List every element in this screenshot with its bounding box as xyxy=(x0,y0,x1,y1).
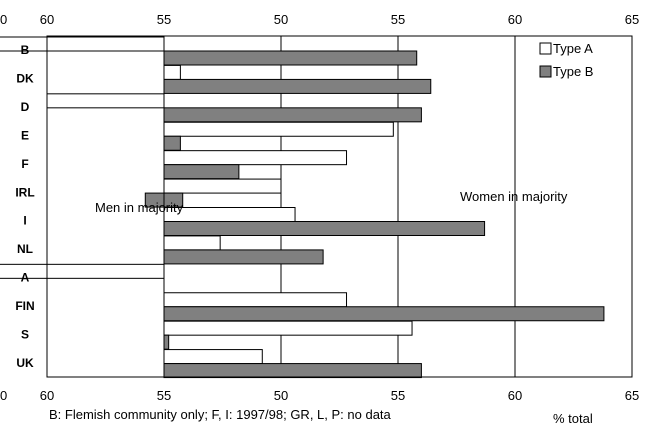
bar-type-a xyxy=(163,150,348,166)
bar-type-b xyxy=(163,50,418,66)
bottom-tick-label: 60 xyxy=(508,388,522,403)
axis-unit-label: % total xyxy=(553,411,593,425)
category-label: A xyxy=(21,271,30,285)
bar-type-b xyxy=(163,334,170,350)
category-label: S xyxy=(21,327,29,341)
bottom-axis-labels: 60 55 50 55 60 65 70 xyxy=(0,388,639,403)
bar-type-b xyxy=(163,306,605,322)
bars xyxy=(0,36,605,379)
men-majority-annotation: Men in majority xyxy=(95,200,184,215)
top-tick-label: 55 xyxy=(391,12,405,27)
category-label: FIN xyxy=(15,299,34,313)
top-tick-label: 55 xyxy=(157,12,171,27)
bar-type-b xyxy=(163,164,240,180)
bottom-tick-label: 55 xyxy=(157,388,171,403)
bar-type-a xyxy=(0,36,165,52)
category-label: DK xyxy=(16,72,34,86)
top-axis-labels: 60 55 50 55 60 65 70 xyxy=(0,12,639,27)
legend-label-type-a: Type A xyxy=(553,41,593,56)
bar-type-a xyxy=(163,64,181,80)
women-majority-annotation: Women in majority xyxy=(460,189,568,204)
bar-type-a xyxy=(163,320,413,336)
bar-type-b xyxy=(163,135,181,151)
bar-type-b xyxy=(163,221,486,236)
bar-type-b-men-side xyxy=(144,192,165,208)
top-tick-label: 50 xyxy=(274,12,288,27)
bar-type-a xyxy=(163,292,348,308)
footnote: B: Flemish community only; F, I: 1997/98… xyxy=(49,407,392,422)
bottom-tick-label: 65 xyxy=(625,388,639,403)
bar-type-a xyxy=(46,93,165,109)
legend-label-type-b: Type B xyxy=(553,64,593,79)
plot-frame xyxy=(46,35,633,378)
bar-type-a xyxy=(163,207,296,222)
bottom-tick-label: 55 xyxy=(391,388,405,403)
top-tick-label: 70 xyxy=(0,12,7,27)
category-label: NL xyxy=(17,242,33,256)
bar-type-b xyxy=(163,107,422,123)
category-label: IRL xyxy=(15,185,34,199)
category-label: E xyxy=(21,128,29,142)
bottom-tick-label: 70 xyxy=(0,388,7,403)
bar-type-a xyxy=(0,263,165,279)
bar-type-a xyxy=(163,178,282,194)
category-labels: B DK DE F IRL I NL A FIN S UK xyxy=(15,43,34,370)
bottom-tick-label: 60 xyxy=(40,388,54,403)
bar-type-a xyxy=(163,349,263,365)
bottom-tick-label: 50 xyxy=(274,388,288,403)
legend: Type A Type B xyxy=(539,41,593,79)
bar-type-b xyxy=(163,78,432,94)
category-label: B xyxy=(21,43,30,57)
legend-swatch-type-a xyxy=(539,42,552,55)
legend-swatch-type-b xyxy=(539,65,552,78)
bar-type-a xyxy=(163,235,221,251)
bar-type-a xyxy=(163,121,394,137)
bar-type-b xyxy=(163,249,324,265)
top-tick-label: 60 xyxy=(40,12,54,27)
bar-type-b xyxy=(163,363,422,379)
top-tick-label: 65 xyxy=(625,12,639,27)
top-tick-label: 60 xyxy=(508,12,522,27)
category-label: D xyxy=(21,100,30,114)
category-label: F xyxy=(21,157,28,171)
category-label: UK xyxy=(16,356,34,370)
category-label: I xyxy=(23,214,26,228)
